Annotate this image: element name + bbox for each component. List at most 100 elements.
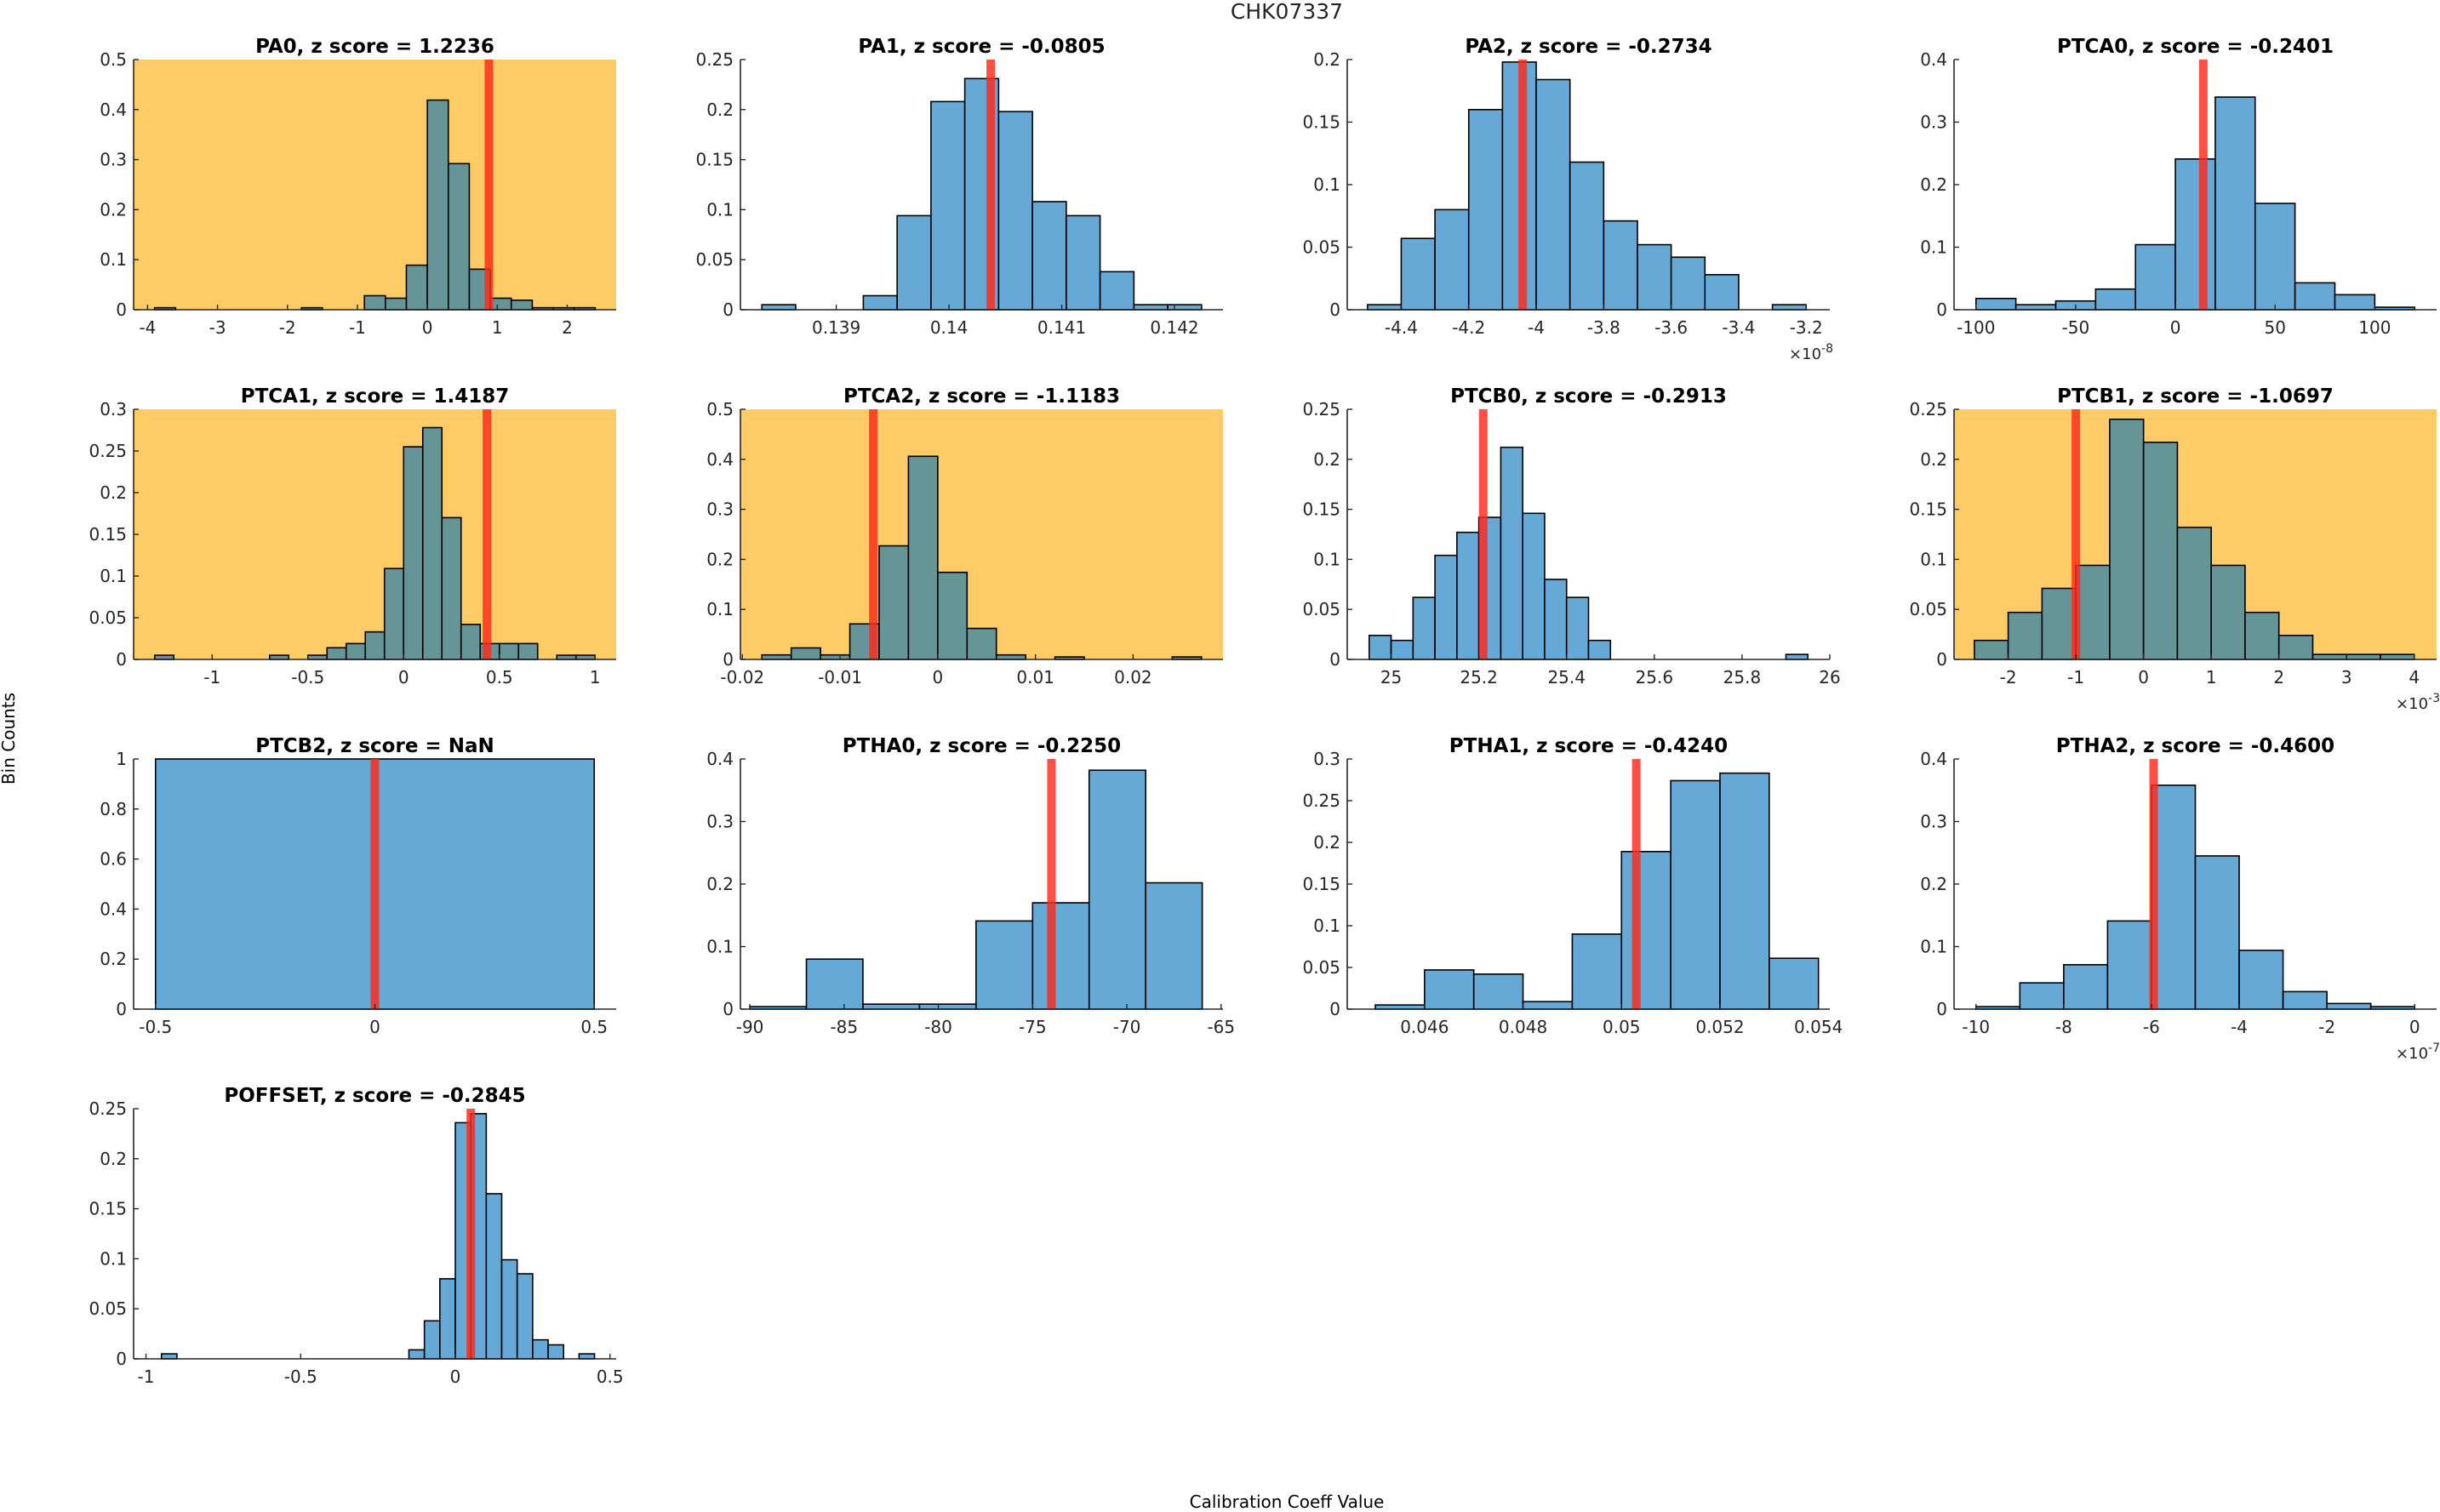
histogram-bar bbox=[2109, 418, 2145, 660]
histogram-bar bbox=[1434, 554, 1458, 660]
x-tick-label: 0 bbox=[369, 1017, 380, 1037]
y-tick-label: 0 bbox=[1329, 999, 1340, 1019]
histogram-bar bbox=[1522, 1001, 1574, 1010]
histogram-bar bbox=[510, 300, 534, 311]
y-tick-label: 0.25 bbox=[1302, 399, 1340, 419]
y-tick-label: 0.15 bbox=[1302, 499, 1340, 520]
x-tick-label: 0 bbox=[398, 667, 409, 688]
histogram-bar bbox=[1620, 850, 1671, 1010]
y-tick-label: 0 bbox=[1936, 999, 1947, 1019]
histogram-bar bbox=[1099, 271, 1135, 311]
y-tick-label: 0.5 bbox=[706, 399, 734, 419]
y-tick-label: 0.3 bbox=[1920, 112, 1947, 133]
histogram-bar bbox=[1390, 639, 1414, 660]
y-tick-label: 0 bbox=[1936, 649, 1947, 670]
x-tick-label: 1 bbox=[590, 667, 601, 688]
x-tick-label: 0.01 bbox=[1016, 667, 1054, 688]
histogram-bar bbox=[1535, 78, 1571, 311]
y-tick-label: 0.2 bbox=[1313, 832, 1340, 853]
x-tick-label: -3.2 bbox=[1790, 317, 1823, 338]
y-tick-label: 0.25 bbox=[89, 441, 127, 461]
x-tick-label: 0.054 bbox=[1794, 1017, 1843, 1037]
histogram-bar bbox=[2244, 611, 2280, 660]
histogram-bar bbox=[426, 99, 449, 311]
histogram-bar bbox=[997, 111, 1033, 311]
subplot-title: POFFSET, z score = -0.2845 bbox=[224, 1085, 525, 1107]
y-tick-label: 0.1 bbox=[1313, 174, 1340, 195]
histogram-bar bbox=[2282, 990, 2328, 1010]
y-tick-label: 0 bbox=[723, 649, 734, 670]
x-tick-label: 4 bbox=[2409, 667, 2420, 688]
y-tick-label: 0.15 bbox=[695, 150, 734, 170]
x-tick-label: 0.5 bbox=[597, 1367, 624, 1387]
x-tick-label: -3.6 bbox=[1654, 317, 1688, 338]
histogram-bar bbox=[1587, 639, 1612, 660]
y-tick-label: 0.2 bbox=[100, 199, 127, 220]
histogram-bar bbox=[2238, 950, 2284, 1010]
histogram-bar bbox=[447, 163, 471, 311]
x-tick-label: -8 bbox=[2055, 1017, 2072, 1037]
x-tick-label: -75 bbox=[1019, 1017, 1047, 1037]
subplot-title: PA2, z score = -0.2734 bbox=[1465, 36, 1711, 58]
y-tick-label: 0.05 bbox=[1909, 599, 1947, 619]
subplot-pa0: 0 0.1 0.2 0.3 0.4 0.5 -4 -3 -2 -1 0 1 2 PA0, z score … bbox=[100, 36, 616, 338]
reference-line bbox=[370, 759, 380, 1009]
histogram-bar bbox=[403, 446, 424, 660]
x-tick-label: -2 bbox=[2318, 1017, 2335, 1037]
histogram-bar bbox=[1785, 653, 1809, 660]
histogram-bar bbox=[1167, 304, 1203, 311]
y-tick-label: 0.4 bbox=[706, 449, 734, 470]
histogram-bar bbox=[383, 568, 405, 660]
x-tick-label: 0.141 bbox=[1037, 317, 1086, 338]
histogram-bar bbox=[421, 426, 443, 660]
y-tick-label: 0.2 bbox=[1313, 449, 1340, 470]
x-tick-label: -65 bbox=[1207, 1017, 1235, 1037]
y-tick-label: 0 bbox=[116, 1349, 127, 1369]
x-tick-label: 26 bbox=[1819, 667, 1840, 688]
histogram-bar bbox=[1456, 531, 1480, 660]
y-tick-label: 0.2 bbox=[1920, 874, 1947, 894]
subplot-ptca2: 0 0.1 0.2 0.3 0.4 0.5 -0.02 -0.01 0 0.01 0.02 PTCA2… bbox=[706, 385, 1223, 688]
subplot-title: PTCB0, z score = -0.2913 bbox=[1450, 385, 1727, 408]
histogram-bar bbox=[364, 630, 386, 660]
x-tick-label: 2 bbox=[562, 317, 573, 338]
y-tick-label: 0.25 bbox=[1302, 790, 1340, 811]
histogram-bar bbox=[1571, 933, 1623, 1010]
x-tick-label: -0.01 bbox=[818, 667, 862, 688]
y-tick-label: 0.2 bbox=[100, 1149, 127, 1169]
subplot-ptha1: 0 0.05 0.1 0.15 0.2 0.25 0.3 0.046 0.048 0.05 0.05… bbox=[1302, 735, 1843, 1037]
histogram-bar bbox=[2174, 158, 2216, 311]
x-tick-label: 100 bbox=[2358, 317, 2391, 338]
x-tick-label: -10 bbox=[1962, 1017, 1990, 1037]
x-tick-label: -80 bbox=[924, 1017, 952, 1037]
y-tick-label: 0.2 bbox=[706, 549, 734, 569]
reference-line bbox=[483, 409, 492, 659]
y-tick-label: 0.15 bbox=[1909, 499, 1947, 520]
x-tick-label: 0 bbox=[2170, 317, 2181, 338]
flag-background bbox=[134, 409, 616, 659]
histogram-bar bbox=[1637, 243, 1672, 311]
histogram-bar bbox=[547, 1344, 565, 1360]
histogram-bar bbox=[1974, 297, 2017, 311]
histogram-bar bbox=[1670, 256, 1706, 311]
subplot-title: PTCA2, z score = -1.1183 bbox=[843, 385, 1120, 408]
x-tick-label: 25.6 bbox=[1636, 667, 1674, 688]
subplot-title: PA0, z score = 1.2236 bbox=[255, 36, 494, 58]
histogram-bar bbox=[1472, 973, 1524, 1010]
histogram-bar bbox=[975, 920, 1034, 1010]
x-tick-label: 0.5 bbox=[486, 667, 513, 688]
y-tick-label: 0.2 bbox=[100, 482, 127, 503]
histogram-bar bbox=[498, 642, 520, 660]
x-tick-label: 0.048 bbox=[1499, 1017, 1547, 1037]
subplot-title: PTCB1, z score = -1.0697 bbox=[2057, 385, 2334, 408]
histogram-bar bbox=[918, 1003, 977, 1010]
y-tick-label: 0 bbox=[723, 999, 734, 1019]
y-tick-label: 0.1 bbox=[1920, 549, 1947, 569]
histogram-bar bbox=[1500, 446, 1523, 660]
x-tick-label: -1 bbox=[349, 317, 366, 338]
histogram-bar bbox=[2380, 653, 2415, 660]
x-tick-label: -1 bbox=[138, 1367, 155, 1387]
x-tick-label: 3 bbox=[2341, 667, 2352, 688]
histogram-bar bbox=[1031, 201, 1067, 311]
